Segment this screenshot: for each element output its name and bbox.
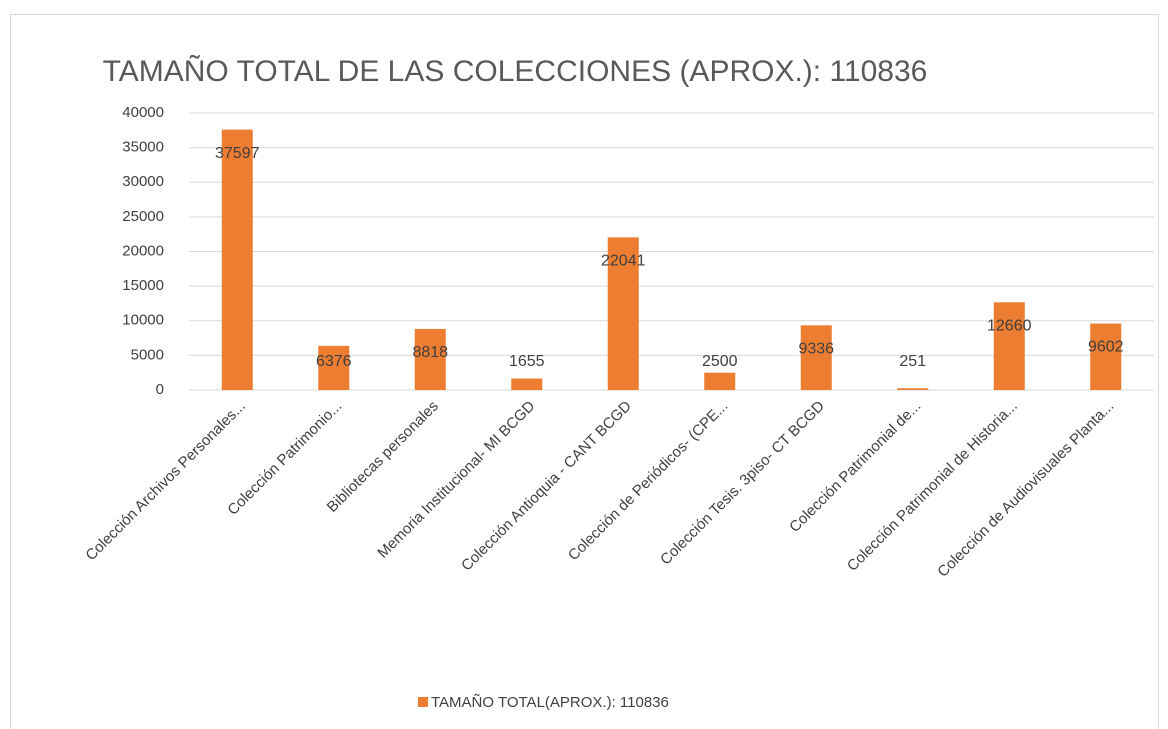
- y-tick-label: 30000: [122, 173, 164, 190]
- data-label: 8818: [412, 344, 448, 361]
- legend-label: TAMAÑO TOTAL(APROX.): 110836: [431, 694, 669, 711]
- bar: [993, 302, 1025, 390]
- data-label: 12660: [987, 318, 1032, 335]
- chart-title: TAMAÑO TOTAL DE LAS COLECCIONES (APROX.)…: [103, 54, 928, 88]
- data-label: 9602: [1088, 339, 1124, 356]
- y-tick-label: 35000: [122, 139, 164, 156]
- y-tick-label: 10000: [122, 312, 164, 329]
- bar: [318, 345, 350, 390]
- data-label: 1655: [509, 353, 545, 370]
- bar: [511, 378, 543, 390]
- y-tick-label: 40000: [122, 104, 164, 121]
- bar: [704, 372, 736, 390]
- legend-swatch: [418, 697, 428, 707]
- bar: [414, 328, 446, 390]
- bar: [800, 325, 832, 390]
- bar: [221, 129, 253, 390]
- data-label: 9336: [798, 341, 834, 358]
- data-label: 2500: [702, 353, 738, 370]
- y-tick-label: 15000: [122, 277, 164, 294]
- bar: [1090, 323, 1122, 390]
- y-tick-label: 20000: [122, 242, 164, 259]
- bar: [607, 237, 639, 390]
- data-label: 251: [899, 353, 926, 370]
- y-tick-label: 5000: [131, 346, 164, 363]
- data-label: 37597: [215, 145, 260, 162]
- data-label: 6376: [316, 353, 352, 370]
- y-tick-label: 25000: [122, 208, 164, 225]
- data-label: 22041: [601, 253, 646, 270]
- y-tick-label: 0: [156, 381, 164, 398]
- bar: [897, 388, 929, 390]
- chart-frame: [10, 14, 1159, 729]
